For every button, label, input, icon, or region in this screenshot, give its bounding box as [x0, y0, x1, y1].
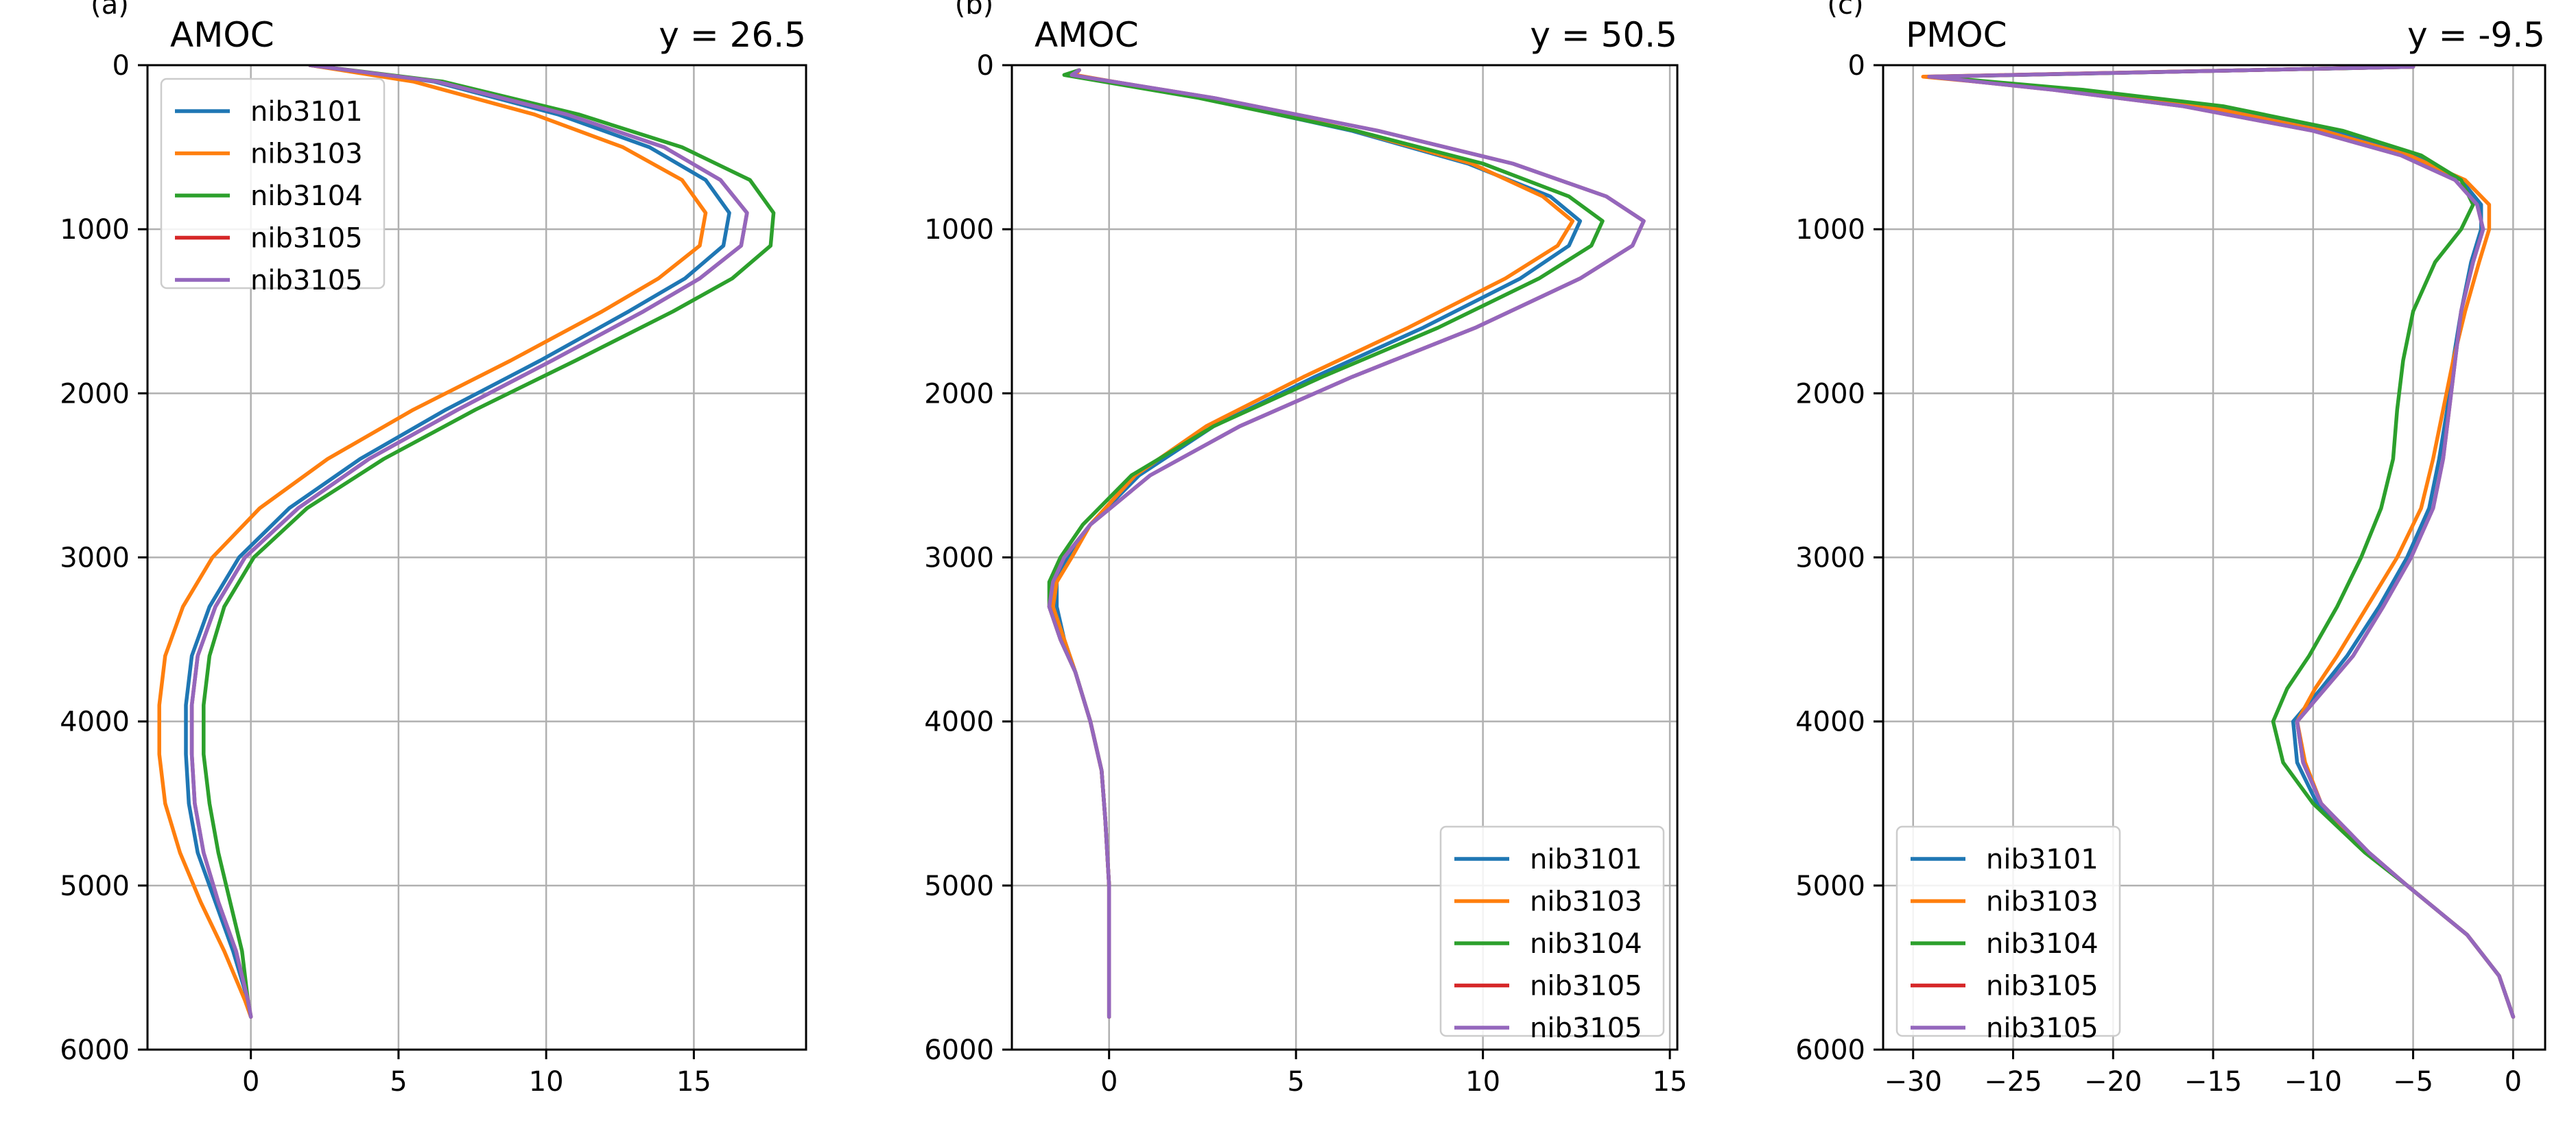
series-line-5	[1927, 65, 2516, 1019]
y-tick-label: 0	[113, 50, 130, 82]
legend-entry: nib3105	[250, 223, 363, 255]
y-tick-label: 2000	[1795, 378, 1865, 410]
x-tick-label: −25	[1984, 1066, 2042, 1098]
chart-subtitle: y = 50.5	[1530, 15, 1677, 55]
x-tick-label: 0	[242, 1066, 259, 1098]
y-tick-label: 2000	[924, 378, 994, 410]
x-tick-label: 5	[390, 1066, 407, 1098]
y-tick-label: 3000	[924, 543, 994, 574]
chart-title: AMOC	[170, 15, 274, 55]
x-tick-label: 15	[676, 1066, 711, 1098]
legend-entry: nib3104	[1986, 928, 2099, 960]
legend-entry: nib3101	[1530, 844, 1642, 875]
x-tick-label: 0	[2505, 1066, 2522, 1098]
chart-panel-2: 0 5 10 15 0 1000 2000 3000 4000 5000 6000 (b) AMOC y …	[924, 0, 1687, 1098]
y-tick-label: 3000	[60, 543, 130, 574]
y-tick-label: 2000	[60, 378, 130, 410]
chart-title: AMOC	[1035, 15, 1139, 55]
series-line-3	[1931, 65, 2516, 1019]
legend-entry: nib3105	[1530, 1013, 1642, 1044]
legend: nib3101 nib3103 nib3104 nib3105 nib3105	[1439, 825, 1665, 1044]
legend-entry: nib3103	[1986, 886, 2099, 918]
series-line-3	[202, 65, 776, 1019]
y-tick-label: 0	[977, 50, 994, 82]
y-tick-label: 0	[1848, 50, 1865, 82]
x-tick-label: −5	[2393, 1066, 2433, 1098]
series-line-5	[189, 65, 749, 1019]
y-tick-label: 3000	[1795, 543, 1865, 574]
y-tick-label: 6000	[1795, 1035, 1865, 1066]
x-tick-label: 0	[1100, 1066, 1118, 1098]
x-tick-label: 10	[1465, 1066, 1500, 1098]
series-line-5	[1047, 68, 1646, 1019]
chart-subtitle: y = -9.5	[2407, 15, 2545, 55]
legend-entry: nib3101	[250, 96, 363, 128]
panel-label: (a)	[91, 0, 129, 21]
legend: nib3101 nib3103 nib3104 nib3105 nib3105	[160, 78, 386, 296]
y-tick-label: 4000	[60, 707, 130, 738]
chart-panel-1: 0 5 10 15 0 1000 2000 3000 4000 5000 6000 (a) AMOC y …	[60, 0, 807, 1098]
legend-entry: nib3104	[250, 180, 363, 212]
y-tick-label: 1000	[60, 214, 130, 246]
y-tick-label: 4000	[1795, 707, 1865, 738]
y-tick-label: 6000	[60, 1035, 130, 1066]
y-tick-label: 1000	[924, 214, 994, 246]
legend-entry: nib3103	[1530, 886, 1642, 918]
legend-entry: nib3105	[1530, 971, 1642, 1002]
x-tick-label: −20	[2084, 1066, 2142, 1098]
legend-entry: nib3105	[1986, 1013, 2099, 1044]
chart-title: PMOC	[1906, 15, 2007, 55]
x-tick-label: 10	[529, 1066, 564, 1098]
x-tick-label: −15	[2184, 1066, 2242, 1098]
y-tick-label: 6000	[924, 1035, 994, 1066]
chart-panel-3: −30 −25 −20 −15 −10 −5 0 0 1000 2000 3000 4000 5000 6…	[1795, 0, 2547, 1098]
y-tick-label: 1000	[1795, 214, 1865, 246]
x-tick-label: −10	[2284, 1066, 2342, 1098]
x-tick-label: 5	[1287, 1066, 1304, 1098]
legend-entry: nib3105	[250, 265, 363, 296]
legend-entry: nib3103	[250, 139, 363, 170]
legend-entry: nib3101	[1986, 844, 2099, 875]
legend: nib3101 nib3103 nib3104 nib3105 nib3105	[1895, 825, 2121, 1044]
panel-label: (c)	[1827, 0, 1863, 21]
panel-label: (b)	[955, 0, 994, 21]
x-tick-label: 15	[1653, 1066, 1688, 1098]
y-tick-label: 4000	[924, 707, 994, 738]
chart-subtitle: y = 26.5	[659, 15, 806, 55]
y-tick-label: 5000	[924, 871, 994, 902]
x-tick-label: −30	[1884, 1066, 1942, 1098]
series-line-2	[157, 65, 708, 1019]
series-line-1	[184, 65, 731, 1019]
legend-entry: nib3105	[1986, 971, 2099, 1002]
legend-entry: nib3104	[1530, 928, 1642, 960]
y-tick-label: 5000	[60, 871, 130, 902]
y-tick-label: 5000	[1795, 871, 1865, 902]
